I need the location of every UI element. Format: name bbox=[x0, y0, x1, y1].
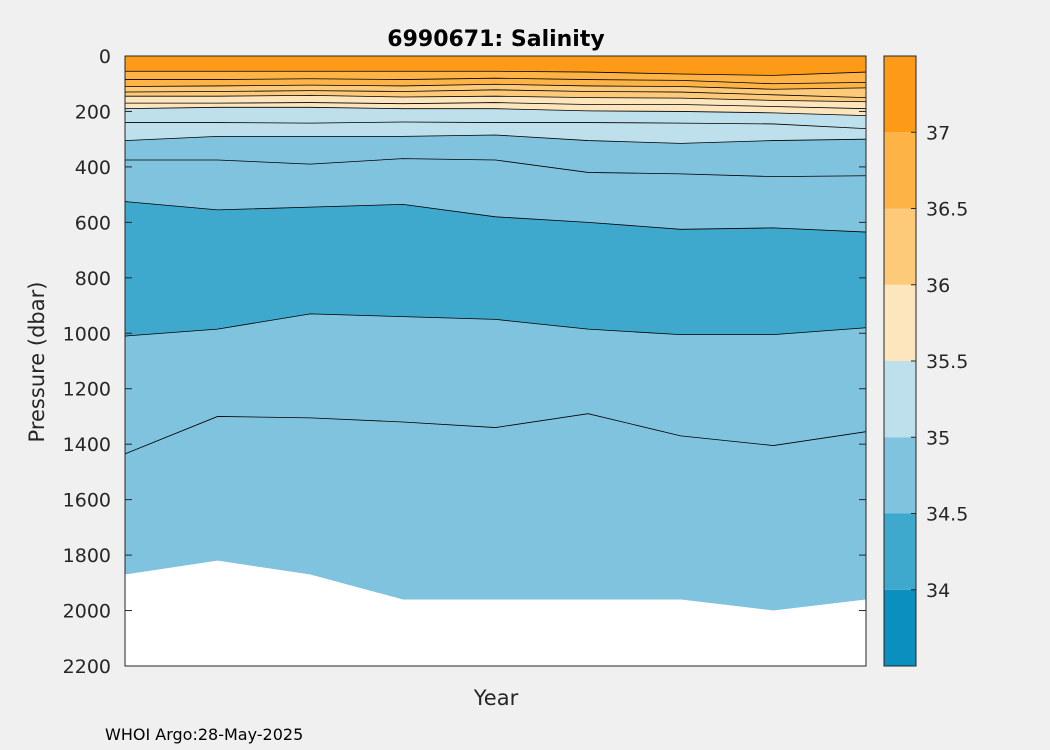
contour-line-6 bbox=[124, 106, 867, 117]
colorbar-segment bbox=[884, 208, 916, 285]
salinity-band-0 bbox=[125, 56, 866, 76]
salinity-band-10 bbox=[125, 158, 866, 233]
y-tick-label: 200 bbox=[75, 101, 111, 123]
y-axis-label: Pressure (dbar) bbox=[25, 282, 49, 443]
salinity-band-7 bbox=[125, 107, 866, 129]
no-data-region bbox=[125, 560, 866, 666]
y-tick-label: 1800 bbox=[63, 545, 111, 567]
y-tick-label: 2000 bbox=[63, 601, 111, 623]
colorbar-tick-label: 37 bbox=[926, 122, 950, 144]
footer-source-date: WHOI Argo:28-May-2025 bbox=[105, 725, 304, 744]
contour-line-2 bbox=[124, 83, 867, 90]
plot-frame bbox=[124, 55, 867, 667]
contour-line-1 bbox=[125, 77, 867, 85]
salinity-band-4 bbox=[125, 89, 866, 102]
colorbar-segment bbox=[884, 437, 916, 514]
contour-line-11 bbox=[124, 313, 867, 337]
contour-line-8 bbox=[124, 134, 867, 144]
y-tick-label: 1200 bbox=[63, 379, 111, 401]
colorbar-tick-label: 35 bbox=[926, 427, 950, 449]
y-tick-label: 1400 bbox=[63, 434, 111, 456]
contour-line-5 bbox=[125, 102, 867, 110]
salinity-band-3 bbox=[125, 84, 866, 98]
colorbar-segment bbox=[884, 513, 916, 590]
y-tick-label: 2200 bbox=[63, 656, 111, 678]
salinity-band-9 bbox=[125, 135, 866, 177]
contour-line-3 bbox=[124, 89, 867, 98]
contour-line-7 bbox=[125, 121, 867, 130]
salinity-band-5 bbox=[125, 95, 866, 109]
contour-line-12 bbox=[124, 413, 867, 455]
plot-area bbox=[124, 55, 867, 667]
contour-line-4 bbox=[125, 94, 867, 103]
colorbar-segment bbox=[884, 56, 916, 133]
colorbar-tick-label: 36 bbox=[926, 275, 950, 297]
colorbar-tick-label: 34.5 bbox=[926, 504, 968, 526]
salinity-band-12 bbox=[125, 313, 866, 454]
colorbar-tick-label: 34 bbox=[926, 580, 950, 602]
contour-line-0 bbox=[125, 70, 867, 76]
colorbar-segment bbox=[884, 361, 916, 438]
salinity-band-8 bbox=[125, 121, 866, 144]
colorbar-tick-label: 35.5 bbox=[926, 351, 968, 373]
colorbar: 34 34.5 35 35.5 36 36.5 37 bbox=[883, 55, 968, 667]
colorbar-segment bbox=[884, 132, 916, 209]
contour-line-9 bbox=[125, 158, 867, 178]
salinity-band-6 bbox=[125, 102, 866, 116]
colorbar-tick-label: 36.5 bbox=[926, 199, 968, 221]
colorbar-segment bbox=[884, 284, 916, 361]
y-tick-label: 1600 bbox=[63, 490, 111, 512]
salinity-band-11 bbox=[125, 201, 866, 337]
contour-line-10 bbox=[124, 201, 867, 233]
y-tick-label: 1000 bbox=[63, 323, 111, 345]
y-tick-label: 600 bbox=[75, 212, 111, 234]
salinity-band-deep bbox=[125, 413, 866, 611]
y-tick-label: 800 bbox=[75, 268, 111, 290]
colorbar-segment bbox=[884, 589, 916, 666]
x-axis-label: Year bbox=[473, 686, 519, 710]
y-axis: 0 200 400 600 800 1000 1200 1400 1600 1800 2000 220… bbox=[63, 46, 866, 678]
y-tick-label: 0 bbox=[99, 46, 111, 68]
y-tick-label: 400 bbox=[75, 157, 111, 179]
chart-title: 6990671: Salinity bbox=[387, 27, 604, 52]
